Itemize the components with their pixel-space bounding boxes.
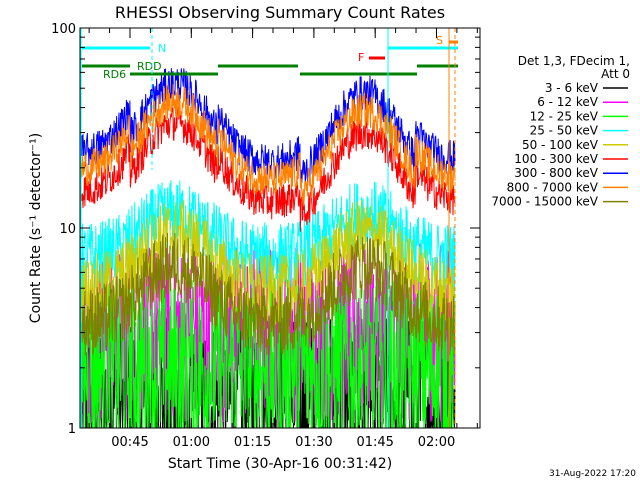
legend-entry-label: 7000 - 15000 keV <box>491 195 598 209</box>
annot-label-s: S <box>436 34 443 47</box>
y-tick-label: 100 <box>51 22 76 37</box>
legend-entry-label: 300 - 800 keV <box>514 166 598 180</box>
x-tick-label: 01:30 <box>295 435 332 450</box>
x-axis-label: Start Time (30-Apr-16 00:31:42) <box>168 456 392 472</box>
legend-header-1: Det 1,3, FDecim 1, <box>518 54 630 68</box>
x-tick-label: 02:00 <box>418 435 455 450</box>
legend-entry-label: 800 - 7000 keV <box>507 180 599 194</box>
legend-entry-label: 100 - 300 keV <box>514 152 598 166</box>
y-tick-label: 10 <box>59 222 76 237</box>
series-line-9 <box>80 232 456 357</box>
annot-label-rd6: RD6 <box>103 68 126 81</box>
x-tick-label: 01:00 <box>173 435 210 450</box>
legend-entry-label: 3 - 6 keV <box>545 81 599 95</box>
series-lines <box>80 68 456 428</box>
series-line-7 <box>80 68 456 185</box>
chart-title: RHESSI Observing Summary Count Rates <box>115 3 445 22</box>
axis-ticks: 1 10 100 00:45 01:00 01:15 01:30 01:45 02:00 <box>51 22 480 450</box>
footer-date: 31-Aug-2022 17:20 <box>549 469 636 479</box>
legend-entry-label: 50 - 100 keV <box>522 138 599 152</box>
annot-label-rdd: RDD <box>137 60 162 73</box>
legend-header-2: Att 0 <box>601 67 630 81</box>
legend-entry-label: 6 - 12 keV <box>537 95 599 109</box>
series-line-6 <box>80 106 456 232</box>
legend-entry-label: 25 - 50 keV <box>530 124 599 138</box>
x-tick-label: 01:15 <box>234 435 271 450</box>
series-line-3 <box>80 277 456 428</box>
legend-entry-label: 12 - 25 keV <box>530 109 599 123</box>
y-axis-label: Count Rate (s⁻¹ detector⁻¹) <box>28 133 44 323</box>
annot-label-f: F <box>358 51 364 64</box>
y-tick-label: 1 <box>68 422 76 437</box>
series-line-8 <box>80 84 456 207</box>
annot-label-n: N <box>158 42 166 55</box>
x-tick-label: 01:45 <box>356 435 393 450</box>
x-tick-label: 00:45 <box>111 435 148 450</box>
